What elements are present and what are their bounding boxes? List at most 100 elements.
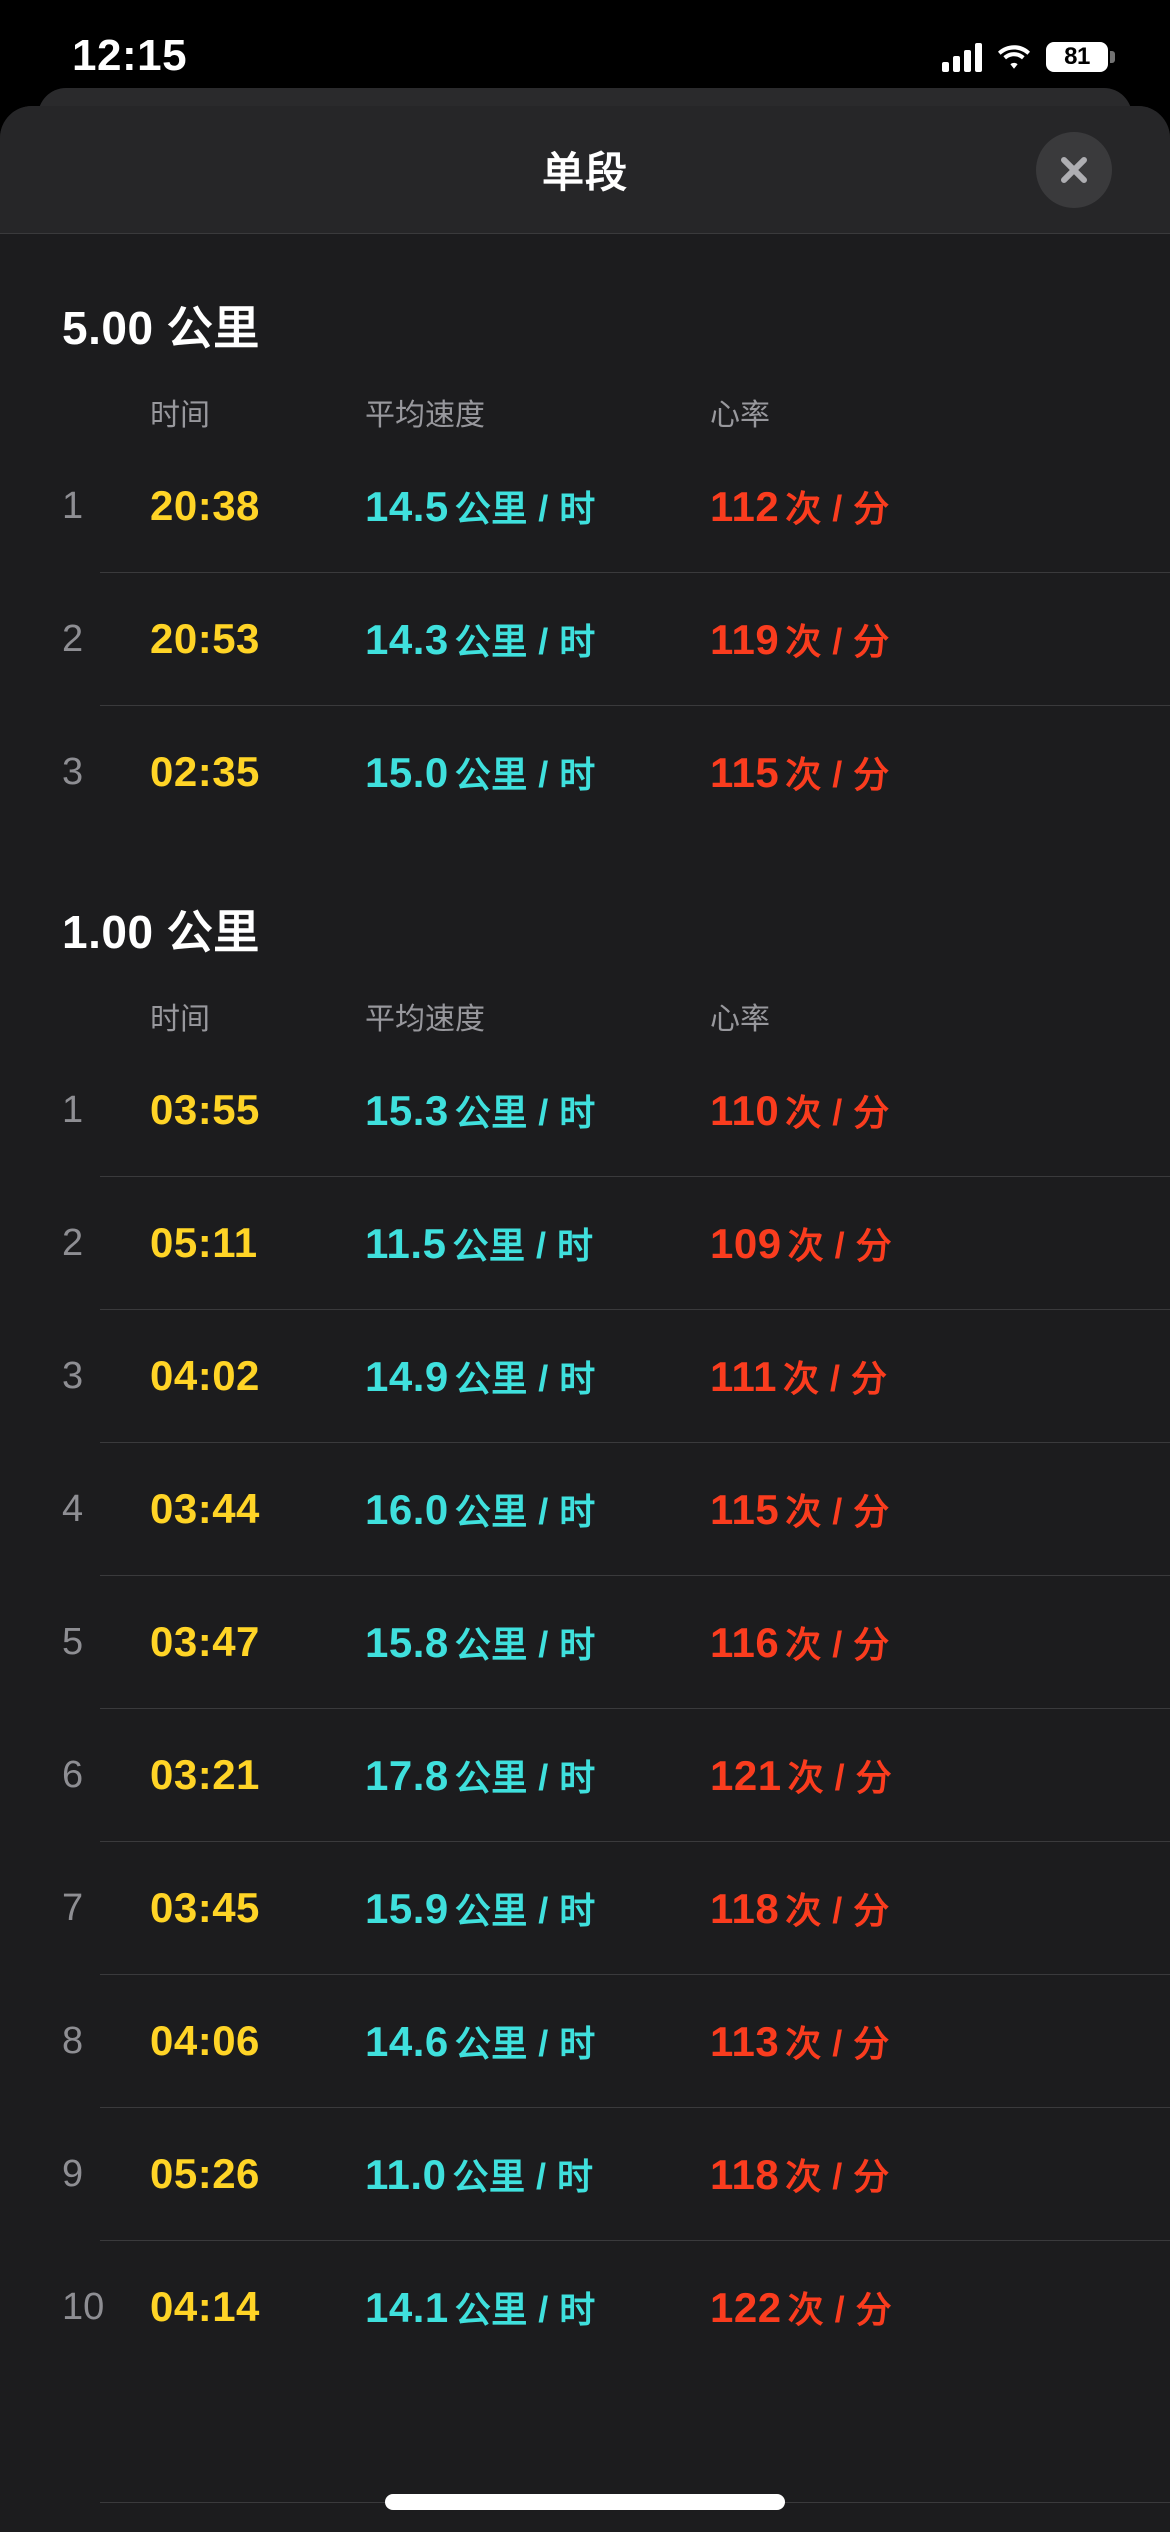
table-row[interactable]: 2 20:53 14.3 公里 / 时 119 次 / 分 [0,573,1170,705]
split-time: 20:38 [150,482,260,529]
row-divider [100,1575,1170,1576]
column-header-time: 时间 [150,399,210,432]
split-index: 1 [62,484,84,527]
split-time: 03:47 [150,1618,260,1665]
table-row[interactable]: 8 04:06 14.6 公里 / 时 113 次 / 分 [0,1975,1170,2107]
table-row[interactable]: 10 04:14 14.1 公里 / 时 122 次 / 分 [0,2241,1170,2373]
split-heart-rate-unit: 次 / 分 [782,1358,888,1399]
split-speed: 15.0 公里 / 时 [365,746,710,798]
split-heart-rate: 115 次 / 分 [710,746,1130,798]
table-row[interactable]: 3 02:35 15.0 公里 / 时 115 次 / 分 [0,706,1170,838]
split-time: 05:26 [150,2150,260,2197]
battery-level-label: 81 [1064,43,1090,70]
row-divider [100,705,1170,706]
split-speed: 11.5 公里 / 时 [365,1217,710,1269]
split-heart-rate: 118 次 / 分 [710,2148,1130,2200]
row-divider [100,1974,1170,1975]
split-section-5km: 5.00 公里 时间 平均速度 心率 1 20:38 14.5 公里 / 时 11… [0,234,1170,838]
split-heart-rate-unit: 次 / 分 [787,1225,893,1266]
split-heart-rate-unit: 次 / 分 [785,2023,890,2064]
table-row[interactable]: 4 03:44 16.0 公里 / 时 115 次 / 分 [0,1443,1170,1575]
split-heart-rate-value: 115 [710,1486,780,1533]
split-heart-rate: 116 次 / 分 [710,1616,1130,1668]
table-row[interactable]: 1 03:55 15.3 公里 / 时 110 次 / 分 [0,1044,1170,1176]
row-divider [100,1309,1170,1310]
split-speed-value: 15.8 [365,1619,449,1666]
split-time: 04:02 [150,1352,260,1399]
split-speed-value: 14.6 [365,2018,449,2065]
split-time: 20:53 [150,615,260,662]
status-bar: 12:15 81 [0,0,1170,100]
split-speed-value: 16.0 [365,1486,449,1533]
split-speed-value: 11.5 [365,1220,447,1267]
split-index: 3 [62,1354,84,1397]
close-icon [1055,151,1093,189]
split-heart-rate: 110 次 / 分 [710,1084,1130,1136]
split-speed-value: 15.3 [365,1087,449,1134]
split-index: 5 [62,1620,84,1663]
split-speed-unit: 公里 / 时 [454,1757,596,1798]
split-index: 4 [62,1487,84,1530]
split-heart-rate-value: 118 [710,1885,780,1932]
row-divider [100,2240,1170,2241]
split-speed-unit: 公里 / 时 [454,621,596,662]
table-row[interactable]: 5 03:47 15.8 公里 / 时 116 次 / 分 [0,1576,1170,1708]
split-speed-unit: 公里 / 时 [454,1890,596,1931]
split-heart-rate-unit: 次 / 分 [785,2156,890,2197]
column-header-speed: 平均速度 [365,399,485,432]
split-speed: 15.9 公里 / 时 [365,1882,710,1934]
split-speed-unit: 公里 / 时 [454,1491,596,1532]
split-heart-rate-unit: 次 / 分 [785,488,890,529]
split-time: 03:45 [150,1884,260,1931]
section-title: 5.00 公里 [62,302,260,354]
split-speed: 14.5 公里 / 时 [365,480,710,532]
table-row[interactable]: 7 03:45 15.9 公里 / 时 118 次 / 分 [0,1842,1170,1974]
split-index: 8 [62,2019,84,2062]
split-time: 04:06 [150,2017,260,2064]
split-heart-rate-value: 110 [710,1087,780,1134]
split-index: 2 [62,1221,84,1264]
split-heart-rate-value: 116 [710,1619,780,1666]
split-heart-rate-unit: 次 / 分 [785,1092,890,1133]
column-header-heart-rate: 心率 [710,1003,770,1036]
split-speed-value: 14.9 [365,1353,449,1400]
split-speed-unit: 公里 / 时 [454,488,596,529]
split-speed: 16.0 公里 / 时 [365,1483,710,1535]
split-heart-rate: 112 次 / 分 [710,480,1130,532]
page-title: 单段 [541,149,628,196]
split-speed-unit: 公里 / 时 [454,754,596,795]
row-divider [100,1442,1170,1443]
split-speed-unit: 公里 / 时 [452,2156,594,2197]
column-header-time: 时间 [150,1003,210,1036]
table-row[interactable]: 2 05:11 11.5 公里 / 时 109 次 / 分 [0,1177,1170,1309]
row-divider [100,1176,1170,1177]
split-speed: 17.8 公里 / 时 [365,1749,710,1801]
table-row[interactable]: 1 20:38 14.5 公里 / 时 112 次 / 分 [0,440,1170,572]
table-row[interactable]: 9 05:26 11.0 公里 / 时 118 次 / 分 [0,2108,1170,2240]
split-speed-unit: 公里 / 时 [452,1225,594,1266]
split-time: 02:35 [150,748,260,795]
split-heart-rate-unit: 次 / 分 [785,754,890,795]
split-speed: 15.8 公里 / 时 [365,1616,710,1668]
split-heart-rate: 111 次 / 分 [710,1350,1130,1402]
split-speed-value: 14.5 [365,483,449,530]
split-speed: 14.9 公里 / 时 [365,1350,710,1402]
splits-content: 5.00 公里 时间 平均速度 心率 1 20:38 14.5 公里 / 时 11… [0,234,1170,2373]
status-bar-indicators: 81 [942,42,1115,72]
wifi-icon [996,43,1032,71]
table-row[interactable]: 6 03:21 17.8 公里 / 时 121 次 / 分 [0,1709,1170,1841]
split-speed-value: 17.8 [365,1752,449,1799]
home-indicator[interactable] [385,2494,785,2510]
split-heart-rate-value: 113 [710,2018,780,2065]
split-heart-rate-value: 109 [710,1220,782,1267]
split-heart-rate-value: 122 [710,2284,782,2331]
split-time: 03:21 [150,1751,260,1798]
split-heart-rate-unit: 次 / 分 [785,1491,890,1532]
split-speed-value: 15.0 [365,749,449,796]
split-heart-rate-unit: 次 / 分 [785,1890,890,1931]
close-button[interactable] [1036,131,1112,208]
table-row[interactable]: 3 04:02 14.9 公里 / 时 111 次 / 分 [0,1310,1170,1442]
split-time: 05:11 [150,1219,258,1266]
split-speed-value: 15.9 [365,1885,449,1932]
split-speed: 15.3 公里 / 时 [365,1084,710,1136]
